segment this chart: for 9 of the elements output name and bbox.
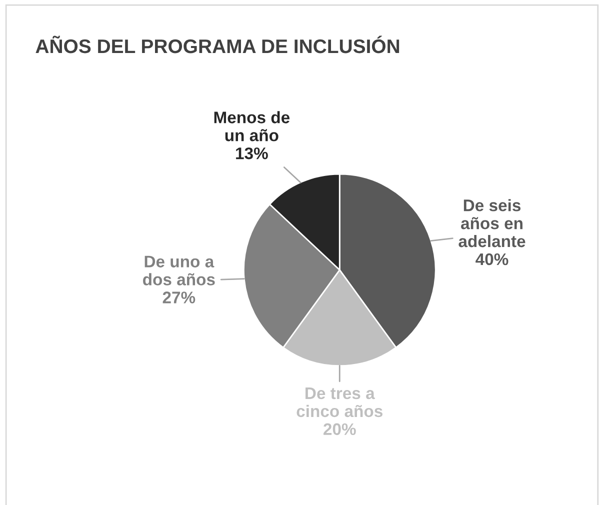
slice-label: De seis años en adelante [458, 199, 526, 248]
chart-title: AÑOS DEL PROGRAMA DE INCLUSIÓN [36, 36, 400, 54]
slice-label: De tres a cinco años [296, 388, 382, 418]
data-label: 27% [162, 292, 196, 304]
slice-label: De uno a dos años [143, 256, 215, 286]
data-label: 20% [324, 423, 356, 436]
data-label: 13% [236, 147, 268, 160]
slice-label: Menos de un año [214, 111, 290, 142]
data-label: 40% [476, 253, 508, 266]
